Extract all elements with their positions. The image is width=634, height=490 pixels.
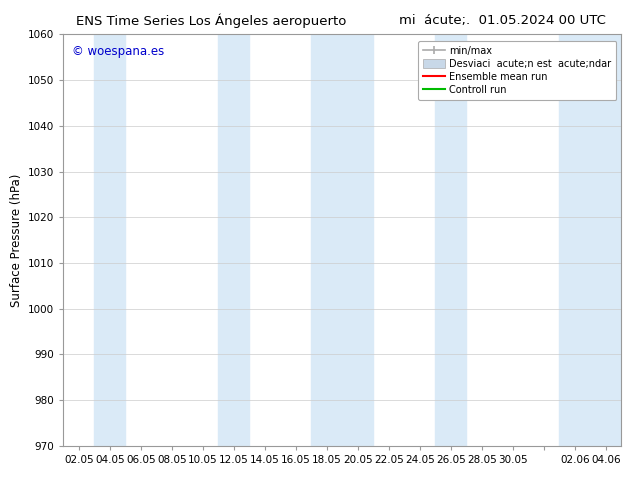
Bar bbox=[436, 34, 467, 446]
Y-axis label: Surface Pressure (hPa): Surface Pressure (hPa) bbox=[10, 173, 23, 307]
Bar bbox=[559, 34, 590, 446]
Text: mi  ácute;.  01.05.2024 00 UTC: mi ácute;. 01.05.2024 00 UTC bbox=[399, 14, 606, 27]
Text: ENS Time Series Los Ángeles aeropuerto: ENS Time Series Los Ángeles aeropuerto bbox=[76, 14, 346, 28]
Bar bbox=[94, 34, 126, 446]
Bar bbox=[590, 34, 621, 446]
Bar bbox=[311, 34, 342, 446]
Text: © woespana.es: © woespana.es bbox=[72, 45, 164, 58]
Bar bbox=[342, 34, 373, 446]
Legend: min/max, Desviaci  acute;n est  acute;ndar, Ensemble mean run, Controll run: min/max, Desviaci acute;n est acute;ndar… bbox=[418, 41, 616, 99]
Bar bbox=[218, 34, 249, 446]
